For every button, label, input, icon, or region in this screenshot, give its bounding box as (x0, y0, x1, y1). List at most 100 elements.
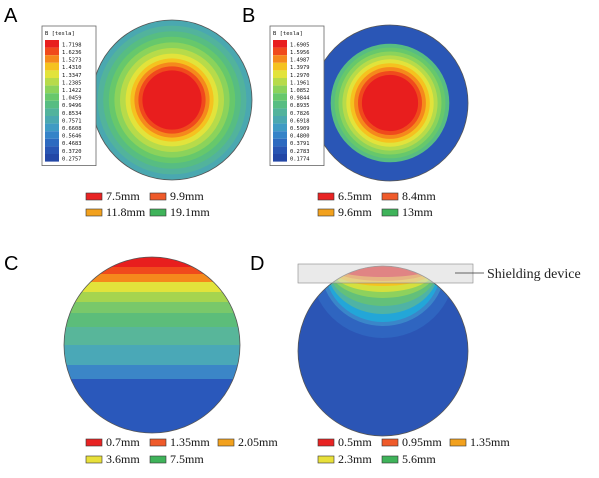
panel-b-legend: B [tesla]1.69051.59561.49871.39791.29701… (269, 25, 325, 167)
legend-value: 1.2970 (290, 73, 309, 79)
key-label: 7.5mm (106, 189, 140, 203)
legend-swatch (45, 62, 59, 71)
key-label: 5.6mm (402, 452, 436, 466)
legend-value: 1.4310 (62, 65, 81, 71)
panel-a-legend: B [tesla]1.71981.62361.52731.43101.33471… (41, 25, 97, 167)
legend-value: 0.9844 (290, 96, 309, 102)
key-swatch (317, 438, 335, 447)
legend-swatch (45, 154, 59, 162)
key-label: 6.5mm (338, 189, 372, 203)
legend-swatch (45, 100, 59, 109)
legend-value: 1.6905 (290, 42, 309, 48)
legend-value: 0.2757 (62, 156, 81, 162)
legend-swatch (45, 78, 59, 86)
legend-swatch (45, 146, 59, 154)
legend-swatch (273, 123, 287, 132)
panel-c-field (64, 257, 240, 433)
panel-a-keys: 7.5mm 9.9mm 11.8mm 19.1mm (85, 189, 210, 219)
key-swatch (317, 192, 335, 201)
field-band (361, 74, 419, 132)
legend-value: 0.3720 (62, 149, 81, 155)
legend-swatch (273, 131, 287, 139)
legend-swatch (45, 123, 59, 132)
legend-value: 0.8534 (62, 111, 81, 117)
panel-b-letter: B (242, 5, 255, 27)
key-swatch (149, 438, 167, 447)
shielding-device-label: Shielding device (487, 267, 581, 282)
legend-swatch (273, 47, 287, 56)
legend-value: 1.1961 (290, 80, 309, 86)
legend-value: 1.2385 (62, 80, 81, 86)
panel-c-outline (63, 256, 241, 434)
legend-value: 0.5909 (290, 126, 309, 132)
panel-d-letter: D (250, 253, 264, 275)
legend-swatch (273, 70, 287, 78)
key-swatch (85, 438, 103, 447)
panel-b-keys: 6.5mm 8.4mm 9.6mm 13mm (317, 189, 436, 219)
legend-swatch (273, 93, 287, 101)
legend-value: 0.5646 (62, 134, 81, 140)
key-label: 13mm (402, 205, 433, 219)
key-swatch (381, 455, 399, 464)
legend-swatch (45, 70, 59, 78)
key-swatch (149, 192, 167, 201)
key-label: 2.05mm (238, 435, 278, 449)
legend-value: 1.0852 (290, 88, 309, 94)
legend-swatch (273, 78, 287, 86)
panel-a-letter: A (4, 5, 18, 27)
legend-value: 0.8935 (290, 103, 309, 109)
key-label: 1.35mm (170, 435, 210, 449)
key-label: 9.9mm (170, 189, 204, 203)
legend-value: 1.5956 (290, 50, 309, 56)
key-swatch (317, 455, 335, 464)
legend-swatch (273, 62, 287, 71)
key-swatch (381, 192, 399, 201)
key-label: 2.3mm (338, 452, 372, 466)
legend-value: 0.6608 (62, 126, 81, 132)
legend-swatch (45, 131, 59, 139)
key-label: 0.5mm (338, 435, 372, 449)
legend-value: 1.5273 (62, 58, 81, 64)
legend-swatch (273, 55, 287, 63)
legend-swatch (273, 85, 287, 94)
legend-value: 0.9496 (62, 103, 81, 109)
key-swatch (149, 455, 167, 464)
key-label: 0.95mm (402, 435, 442, 449)
key-swatch (85, 455, 103, 464)
key-swatch (85, 192, 103, 201)
key-label: 8.4mm (402, 189, 436, 203)
key-label: 3.6mm (106, 452, 140, 466)
legend-swatch (273, 154, 287, 162)
legend-value: 0.6918 (290, 118, 309, 124)
legend-swatch (45, 116, 59, 124)
key-swatch (85, 208, 103, 217)
panel-b-field (312, 25, 468, 181)
legend-swatch (45, 55, 59, 63)
key-swatch (449, 438, 467, 447)
legend-value: 0.7571 (62, 118, 81, 124)
legend-value: 1.3979 (290, 65, 309, 71)
panel-d-keys: 0.5mm 0.95mm 1.35mm 2.3mm 5.6mm (317, 435, 510, 466)
legend-value: 0.4683 (62, 141, 81, 147)
legend-value: 1.0459 (62, 96, 81, 102)
key-label: 9.6mm (338, 205, 372, 219)
legend-swatch (273, 100, 287, 109)
legend-swatch (273, 138, 287, 147)
panel-d-field (298, 266, 468, 436)
legend-swatch (273, 40, 287, 48)
legend-swatch (45, 93, 59, 101)
key-swatch (317, 208, 335, 217)
shielding-device (297, 263, 474, 284)
legend-value: 0.1774 (290, 156, 309, 162)
legend-value: 1.1422 (62, 88, 81, 94)
legend-value: 0.7826 (290, 111, 309, 117)
legend-value: 1.3347 (62, 73, 81, 79)
legend-value: 0.2783 (290, 149, 309, 155)
legend-value: 1.7198 (62, 42, 81, 48)
legend-swatch (273, 146, 287, 154)
legend-value: 0.3791 (290, 141, 309, 147)
key-label: 11.8mm (106, 205, 146, 219)
legend-swatch (45, 108, 59, 116)
legend-swatch (45, 47, 59, 56)
